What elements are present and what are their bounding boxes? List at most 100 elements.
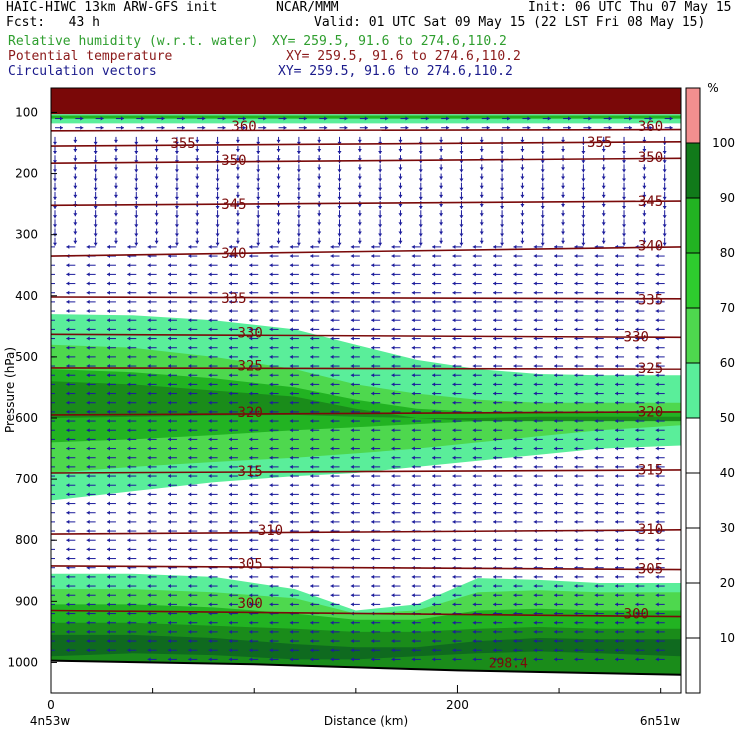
wind-vector <box>276 191 281 198</box>
wind-vector <box>310 519 320 524</box>
wind-vector <box>147 519 157 524</box>
wind-vector <box>439 228 444 235</box>
wind-vector <box>289 648 299 653</box>
wind-vector <box>452 547 462 552</box>
wind-vector <box>106 556 116 561</box>
wind-vector <box>289 419 299 424</box>
wind-vector <box>147 574 157 579</box>
wind-vector <box>106 345 116 350</box>
wind-vector <box>432 556 442 561</box>
wind-vector <box>278 116 287 121</box>
wind-vector <box>249 474 259 479</box>
wind-vector <box>635 639 645 644</box>
wind-vector <box>228 593 238 598</box>
wind-vector <box>289 446 299 451</box>
wind-vector <box>256 228 261 237</box>
wind-vector <box>106 309 116 314</box>
wind-vector <box>310 281 320 286</box>
theta-contour-300 <box>51 609 681 618</box>
theta-label: 330 <box>238 325 263 341</box>
wind-vector <box>574 345 584 350</box>
wind-vector <box>472 519 482 524</box>
wind-vector <box>228 629 238 634</box>
wind-vector <box>337 191 342 200</box>
wind-vector <box>554 556 564 561</box>
wind-vector <box>452 648 462 653</box>
wind-vector <box>66 639 76 644</box>
wind-vector <box>66 629 76 634</box>
wind-vector <box>391 510 401 515</box>
wind-vector <box>554 400 564 405</box>
wind-vector <box>662 201 667 210</box>
theta-contour-340 <box>51 246 681 257</box>
wind-vector <box>256 136 261 145</box>
wind-vector <box>188 364 198 369</box>
wind-vector <box>493 373 503 378</box>
wind-vector <box>127 529 137 534</box>
wind-vector <box>51 420 55 422</box>
wind-vector <box>601 237 606 244</box>
wind-vector <box>411 254 421 259</box>
wind-vector <box>310 492 320 497</box>
wind-vector <box>154 164 159 171</box>
wind-vector <box>493 391 503 396</box>
wind-vector <box>249 519 259 524</box>
wind-vector <box>622 182 627 191</box>
wind-vector <box>188 254 198 259</box>
wind-vector <box>310 639 320 644</box>
wind-vector <box>574 510 584 515</box>
wind-vector <box>188 263 198 268</box>
wind-vector <box>452 272 462 277</box>
y-tick-label: 600 <box>15 411 38 425</box>
wind-vector <box>289 299 299 304</box>
theta-label: 315 <box>638 462 663 478</box>
wind-vector <box>147 584 157 589</box>
x-tick-label: 200 <box>446 698 469 712</box>
wind-vector <box>540 219 545 228</box>
wind-vector <box>289 584 299 589</box>
wind-vector <box>176 125 185 130</box>
wind-vector <box>520 173 525 180</box>
wind-vector <box>493 538 503 543</box>
wind-vector <box>594 318 604 323</box>
wind-vector <box>655 538 665 543</box>
y-tick-label: 800 <box>15 533 38 547</box>
wind-vector <box>472 501 482 506</box>
wind-vector <box>249 400 259 405</box>
wind-vector <box>554 336 564 341</box>
wind-vector <box>310 382 320 387</box>
wind-vector <box>167 244 177 249</box>
wind-vector <box>310 556 320 561</box>
wind-vector <box>228 639 238 644</box>
wind-vector <box>86 382 96 387</box>
wind-vector <box>520 136 525 143</box>
wind-vector <box>513 648 523 653</box>
wind-vector <box>228 547 238 552</box>
wind-vector <box>357 146 362 153</box>
wind-vector <box>635 290 645 295</box>
wind-vector <box>195 237 200 244</box>
wind-vector <box>66 574 76 579</box>
wind-vector <box>452 309 462 314</box>
wind-vector <box>249 409 259 414</box>
wind-vector <box>188 556 198 561</box>
wind-vector <box>127 437 137 442</box>
wind-vector <box>615 593 625 598</box>
wind-vector <box>411 244 421 249</box>
wind-vector <box>176 116 185 121</box>
colorbar-tick-label: 100 <box>712 136 735 150</box>
wind-vector <box>289 409 299 414</box>
wind-vector <box>86 584 96 589</box>
wind-vector <box>228 437 238 442</box>
wind-vector <box>500 164 505 173</box>
wind-vector <box>167 593 177 598</box>
wind-vector <box>296 237 301 246</box>
wind-vector <box>106 611 116 616</box>
wind-vector <box>51 558 55 560</box>
wind-vector <box>86 519 96 524</box>
wind-vector <box>493 464 503 469</box>
wind-vector <box>86 263 96 268</box>
wind-vector <box>662 191 667 200</box>
wind-vector <box>310 574 320 579</box>
wind-vector <box>86 538 96 543</box>
